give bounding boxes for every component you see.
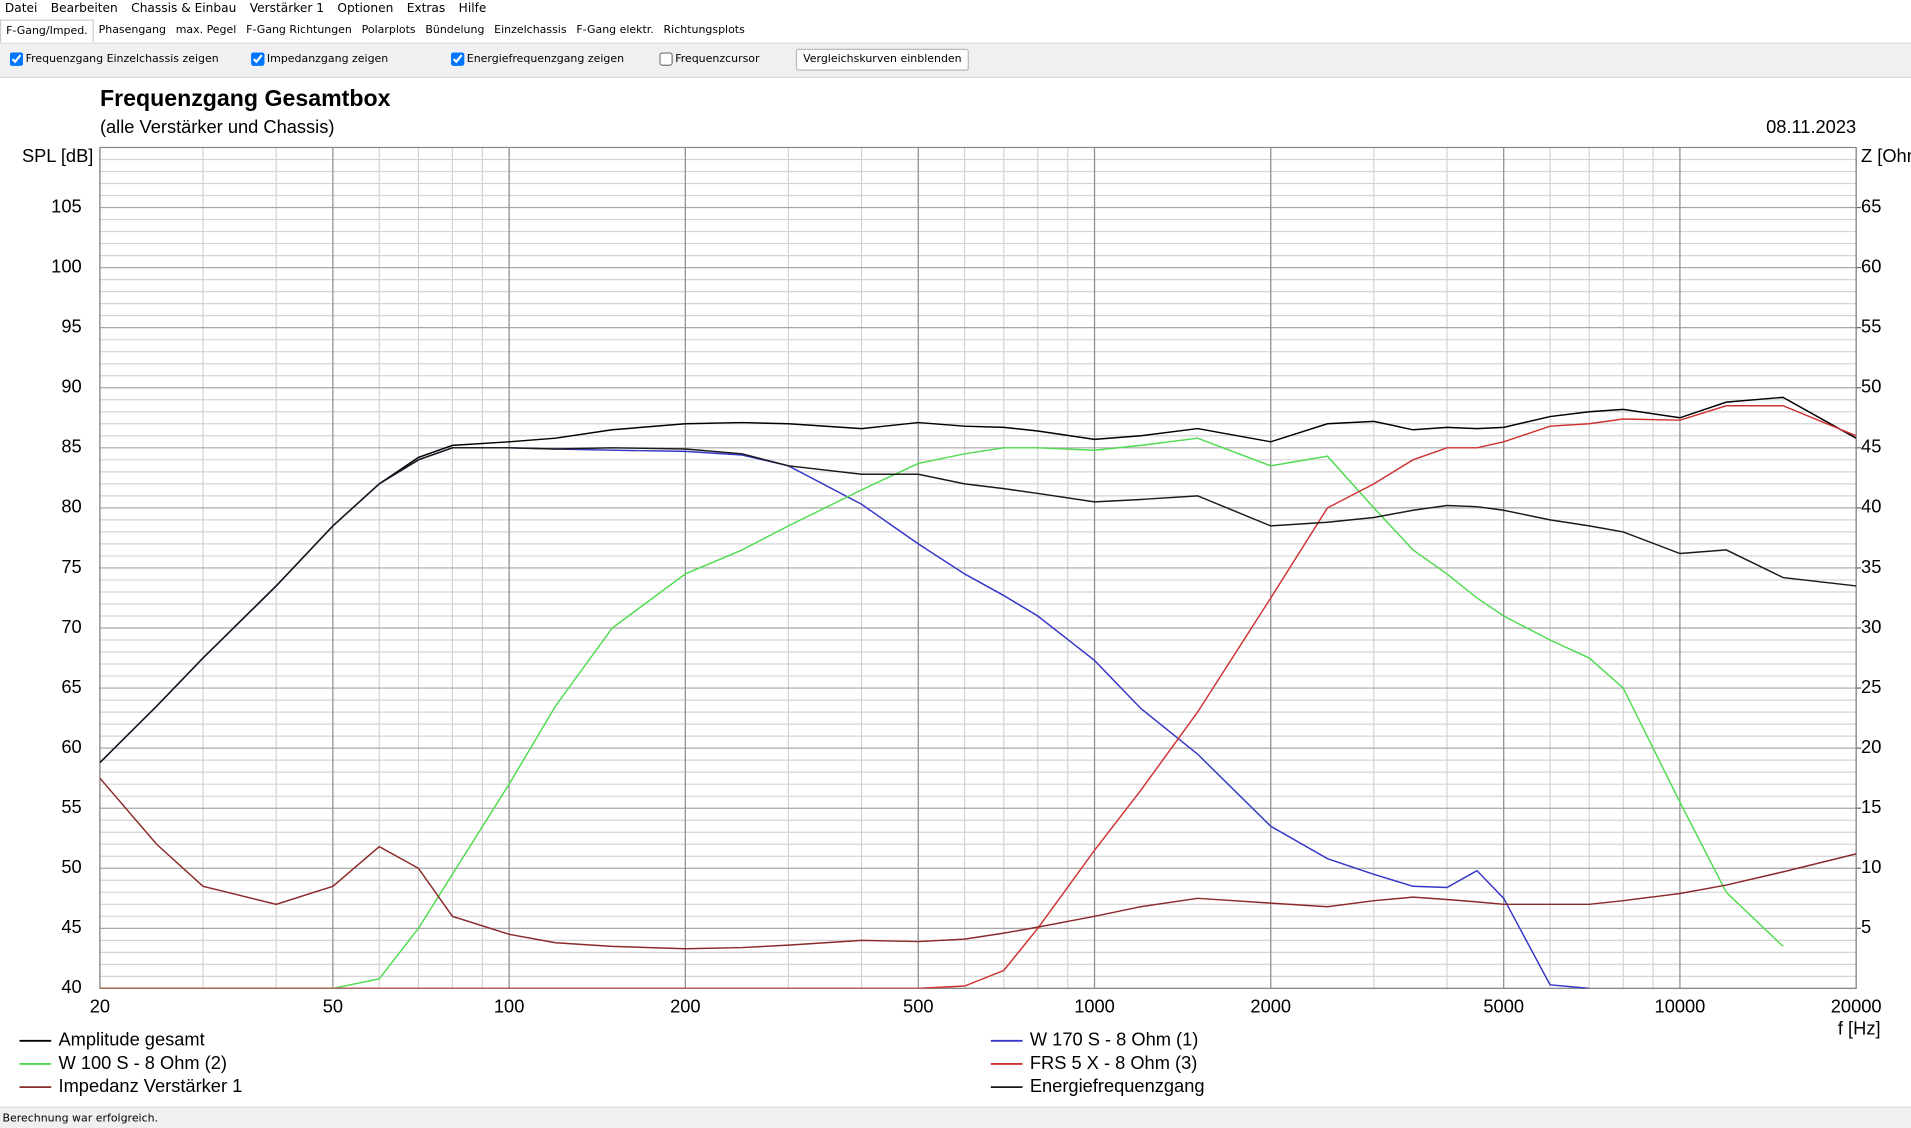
menu-item[interactable]: Bearbeiten xyxy=(50,2,118,16)
tab[interactable]: Richtungsplots xyxy=(663,24,745,37)
series-line xyxy=(99,437,1784,989)
chart-title: Frequenzgang Gesamtbox xyxy=(100,85,391,111)
tab[interactable]: Bündelung xyxy=(425,24,485,37)
menu-item[interactable]: Hilfe xyxy=(458,2,487,16)
y-tick-label: 105 xyxy=(51,195,81,216)
x-tick-label: 200 xyxy=(670,996,700,1017)
menu-item[interactable]: Verstärker 1 xyxy=(249,2,324,16)
compare-button[interactable]: Vergleichskurven einblenden xyxy=(795,48,969,71)
grid xyxy=(99,147,1857,990)
checkbox-option: Frequenzcursor xyxy=(659,52,760,66)
menu-item[interactable]: Extras xyxy=(406,2,446,16)
checkbox[interactable] xyxy=(251,52,265,66)
y-tick-label: 85 xyxy=(61,436,81,457)
y2-tick-label: 15 xyxy=(1861,796,1881,817)
x-axis-label: f [Hz] xyxy=(1838,1018,1881,1039)
y-axis-label: SPL [dB] xyxy=(22,145,93,166)
x-tick-label: 50 xyxy=(323,996,343,1017)
chart-subtitle: (alle Verstärker und Chassis) xyxy=(100,116,335,137)
checkbox-option: Energiefrequenzgang zeigen xyxy=(450,52,625,66)
y2-axis-label: Z [Ohm] xyxy=(1861,145,1911,166)
y2-tick-label: 65 xyxy=(1861,195,1881,216)
x-tick-label: 10000 xyxy=(1655,996,1706,1017)
series-line xyxy=(99,447,1590,989)
checkbox-label: Frequenzcursor xyxy=(675,53,760,66)
y-tick-label: 40 xyxy=(61,976,81,997)
y2-tick-label: 50 xyxy=(1861,376,1881,397)
tab[interactable]: max. Pegel xyxy=(175,24,237,37)
tab[interactable]: Phasengang xyxy=(98,24,166,37)
x-tick-label: 500 xyxy=(903,996,933,1017)
checkbox[interactable] xyxy=(9,52,24,66)
plot-frame xyxy=(99,146,1857,990)
tab-bar: F-Gang/Imped. Phasengang max. Pegel F-Gang … xyxy=(0,19,1911,44)
y-tick-label: 55 xyxy=(61,796,81,817)
y2-tick-label: 30 xyxy=(1861,616,1881,637)
y-tick-label: 60 xyxy=(61,736,81,757)
tab[interactable]: Einzelchassis xyxy=(494,24,567,37)
checkbox-option: Frequenzgang Einzelchassis zeigen xyxy=(9,52,219,66)
y-tick-label: 50 xyxy=(61,856,81,877)
menu-item[interactable]: Datei xyxy=(4,2,38,16)
x-tick-label: 1000 xyxy=(1074,996,1115,1017)
checkbox[interactable] xyxy=(659,52,673,66)
y-tick-label: 90 xyxy=(61,376,81,397)
checkbox-label: Energiefrequenzgang zeigen xyxy=(466,53,625,66)
series-line xyxy=(99,405,1857,989)
x-tick-label: 20 xyxy=(90,996,110,1017)
legend-label: W 170 S - 8 Ohm (1) xyxy=(1030,1029,1199,1050)
x-tick-label: 100 xyxy=(494,996,524,1017)
checkbox[interactable] xyxy=(450,52,465,66)
tab[interactable]: F-Gang Richtungen xyxy=(246,24,352,37)
series-line xyxy=(99,396,1857,764)
toolbar: Vergleichskurven einblenden Frequenzgang… xyxy=(0,43,1911,78)
series-line xyxy=(99,777,1857,950)
checkbox-label: Frequenzgang Einzelchassis zeigen xyxy=(25,53,219,66)
chart-date: 08.11.2023 xyxy=(1766,116,1856,137)
y2-tick-label: 40 xyxy=(1861,496,1881,517)
legend-label: Energiefrequenzgang xyxy=(1030,1075,1205,1096)
y-tick-label: 75 xyxy=(61,556,81,577)
tab[interactable]: F-Gang elektr. xyxy=(576,24,654,37)
y-tick-label: 95 xyxy=(61,315,81,336)
tab[interactable]: Polarplots xyxy=(361,24,416,37)
x-tick-label: 2000 xyxy=(1250,996,1291,1017)
legend-label: Amplitude gesamt xyxy=(59,1029,205,1050)
y-tick-label: 45 xyxy=(61,916,81,937)
checkbox-label: Impedanzgang zeigen xyxy=(266,53,389,66)
y2-tick-label: 20 xyxy=(1861,736,1881,757)
legend-label: FRS 5 X - 8 Ohm (3) xyxy=(1030,1052,1197,1073)
y2-tick-label: 10 xyxy=(1861,856,1881,877)
series-line xyxy=(99,447,1857,764)
checkbox-option: Impedanzgang zeigen xyxy=(251,52,389,66)
menu-item[interactable]: Optionen xyxy=(337,2,394,16)
y-tick-label: 70 xyxy=(61,616,81,637)
menu-bar: Datei Bearbeiten Chassis & Einbau Verstärke… xyxy=(0,0,487,20)
y2-tick-label: 55 xyxy=(1861,315,1881,336)
x-tick-label: 20000 xyxy=(1831,996,1882,1017)
y2-tick-label: 25 xyxy=(1861,676,1881,697)
chart: Frequenzgang Gesamtbox (alle Verstärker … xyxy=(19,85,1911,1096)
plot-area xyxy=(99,396,1857,989)
status-bar: Berechnung war erfolgreich. xyxy=(0,1106,1911,1128)
y-tick-label: 100 xyxy=(51,255,81,276)
y-tick-label: 65 xyxy=(61,676,81,697)
y-tick-label: 80 xyxy=(61,496,81,517)
y2-tick-label: 35 xyxy=(1861,556,1881,577)
y2-tick-label: 60 xyxy=(1861,255,1881,276)
legend-label: W 100 S - 8 Ohm (2) xyxy=(59,1052,228,1073)
x-tick-label: 5000 xyxy=(1483,996,1524,1017)
y2-tick-label: 5 xyxy=(1861,916,1871,937)
legend-label: Impedanz Verstärker 1 xyxy=(59,1075,243,1096)
menu-item[interactable]: Chassis & Einbau xyxy=(131,2,237,16)
y2-tick-label: 45 xyxy=(1861,436,1881,457)
tab[interactable]: F-Gang/Imped. xyxy=(0,19,94,43)
